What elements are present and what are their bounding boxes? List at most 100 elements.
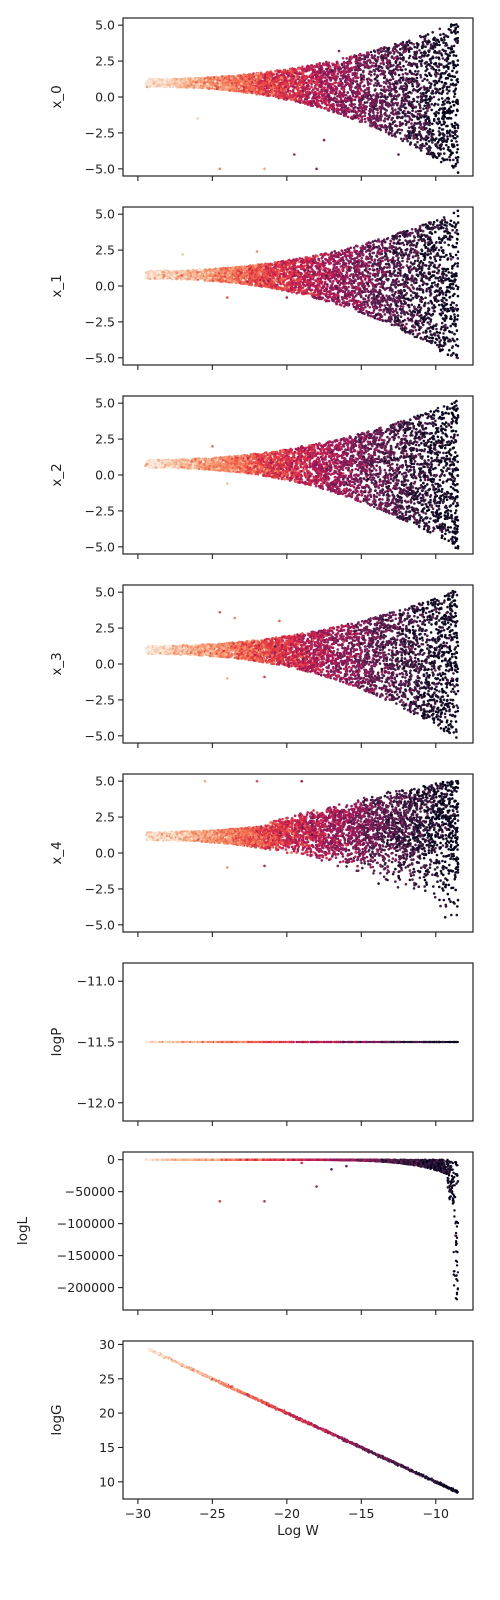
scatter-point <box>235 79 239 83</box>
scatter-point <box>350 110 354 113</box>
scatter-point <box>343 64 346 67</box>
scatter-point <box>418 102 421 106</box>
scatter-point <box>381 70 384 73</box>
scatter-point <box>372 61 375 65</box>
scatter-point <box>335 103 339 107</box>
scatter-point <box>423 54 427 57</box>
scatter-point <box>298 81 302 84</box>
scatter-point <box>180 83 183 87</box>
scatter-point <box>394 56 398 59</box>
scatter-point <box>435 110 438 114</box>
scatter-point <box>250 91 253 94</box>
scatter-point <box>415 50 419 53</box>
scatter-point <box>402 46 406 49</box>
scatter-point <box>384 111 387 115</box>
scatter-point <box>441 90 444 94</box>
scatter-point <box>326 75 330 78</box>
scatter-point <box>382 81 386 84</box>
scatter-point <box>399 116 403 119</box>
scatter-point <box>426 86 429 90</box>
scatter-point <box>416 137 419 140</box>
scatter-point <box>344 100 348 103</box>
scatter-point <box>369 50 373 54</box>
scatter-point <box>403 99 406 103</box>
scatter-point <box>215 75 218 79</box>
scatter-point <box>401 77 405 81</box>
scatter-point <box>435 56 438 59</box>
scatter-point <box>308 66 311 69</box>
scatter-point <box>373 260 376 264</box>
scatter-point <box>437 108 441 112</box>
scatter-point <box>448 155 451 159</box>
scatter-point <box>308 100 312 103</box>
scatter-point <box>410 112 414 116</box>
scatter-point <box>442 32 445 36</box>
scatter-point <box>263 79 267 82</box>
scatter-point <box>425 98 428 102</box>
scatter-point <box>446 85 449 89</box>
scatter-point <box>395 80 398 83</box>
scatter-point <box>214 80 217 83</box>
scatter-point <box>213 87 217 91</box>
scatter-point <box>353 54 356 57</box>
scatter-point <box>333 96 336 99</box>
scatter-point <box>446 137 450 141</box>
scatter-point <box>222 82 226 86</box>
scatter-point <box>436 103 440 106</box>
scatter-point <box>357 66 361 69</box>
scatter-point <box>391 102 395 106</box>
scatter-point <box>454 83 458 86</box>
scatter-point <box>411 106 415 110</box>
scatter-point <box>220 80 224 83</box>
scatter-point <box>362 106 365 109</box>
scatter-point <box>316 77 320 80</box>
scatter-point <box>354 105 357 109</box>
scatter-point <box>418 49 421 52</box>
scatter-point <box>411 240 415 243</box>
scatter-point <box>450 23 453 26</box>
scatter-point <box>368 58 372 62</box>
scatter-point <box>411 332 415 336</box>
y-tick-label: 2.5 <box>95 54 115 69</box>
scatter-point <box>429 43 433 46</box>
scatter-point <box>396 128 400 132</box>
scatter-point <box>433 83 437 87</box>
scatter-point <box>449 61 452 65</box>
scatter-point <box>373 73 376 76</box>
scatter-point <box>386 53 390 57</box>
scatter-point <box>411 129 415 133</box>
scatter-point <box>269 86 273 90</box>
scatter-point <box>373 77 377 81</box>
scatter-point <box>419 149 423 152</box>
scatter-point <box>357 61 360 65</box>
scatter-point <box>347 67 351 71</box>
scatter-point <box>438 51 441 55</box>
scatter-point <box>165 81 168 85</box>
scatter-point <box>331 69 334 72</box>
scatter-point <box>390 100 393 103</box>
scatter-point <box>428 58 432 61</box>
scatter-point <box>369 61 373 64</box>
scatter-point <box>320 74 323 77</box>
scatter-point <box>312 96 315 99</box>
scatter-point <box>288 93 292 96</box>
scatter-point <box>287 74 290 77</box>
scatter-point <box>382 61 385 64</box>
scatter-point <box>371 115 375 119</box>
scatter-point <box>248 80 251 84</box>
scatter-point <box>380 58 384 62</box>
scatter-point <box>303 98 307 101</box>
scatter-point <box>424 96 428 99</box>
scatter-point <box>396 57 400 61</box>
scatter-point <box>233 86 236 89</box>
scatter-point <box>437 130 441 133</box>
scatter-point <box>379 91 383 95</box>
scatter-point <box>454 162 458 166</box>
scatter-point <box>266 89 270 92</box>
scatter-point <box>272 80 276 83</box>
scatter-point <box>366 55 370 59</box>
scatter-point <box>312 99 316 103</box>
scatter-point <box>428 49 431 52</box>
scatter-point <box>245 88 248 92</box>
scatter-point <box>277 92 281 96</box>
